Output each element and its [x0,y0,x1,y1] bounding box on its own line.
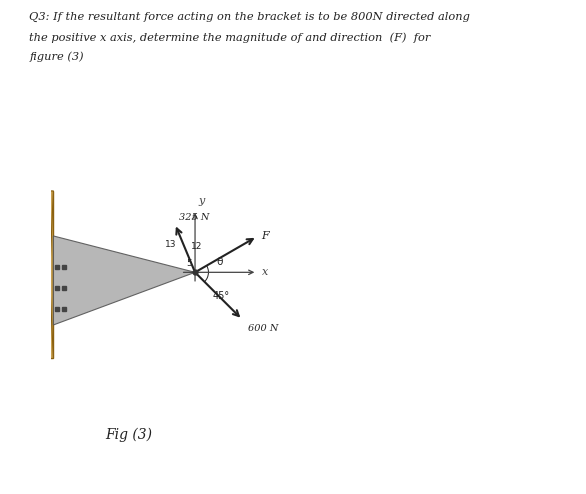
Text: the positive x axis, determine the magnitude of and direction  (F)  for: the positive x axis, determine the magni… [29,32,431,42]
Text: Q3: If the resultant force acting on the bracket is to be 800N directed along: Q3: If the resultant force acting on the… [29,12,470,22]
Text: 600 N: 600 N [248,324,278,332]
Text: 5: 5 [186,259,192,268]
Polygon shape [23,191,44,359]
Polygon shape [44,191,53,359]
Text: 45°: 45° [212,291,229,301]
Text: figure (3): figure (3) [29,52,84,62]
Text: F: F [261,231,269,242]
Polygon shape [53,236,195,325]
Text: y: y [198,196,204,206]
Text: x: x [262,267,268,277]
Text: θ: θ [216,256,223,267]
Polygon shape [44,191,53,359]
Text: 12: 12 [190,242,202,250]
Text: 13: 13 [165,240,176,248]
Text: 325 N: 325 N [179,213,209,222]
Text: Fig (3): Fig (3) [105,427,152,442]
